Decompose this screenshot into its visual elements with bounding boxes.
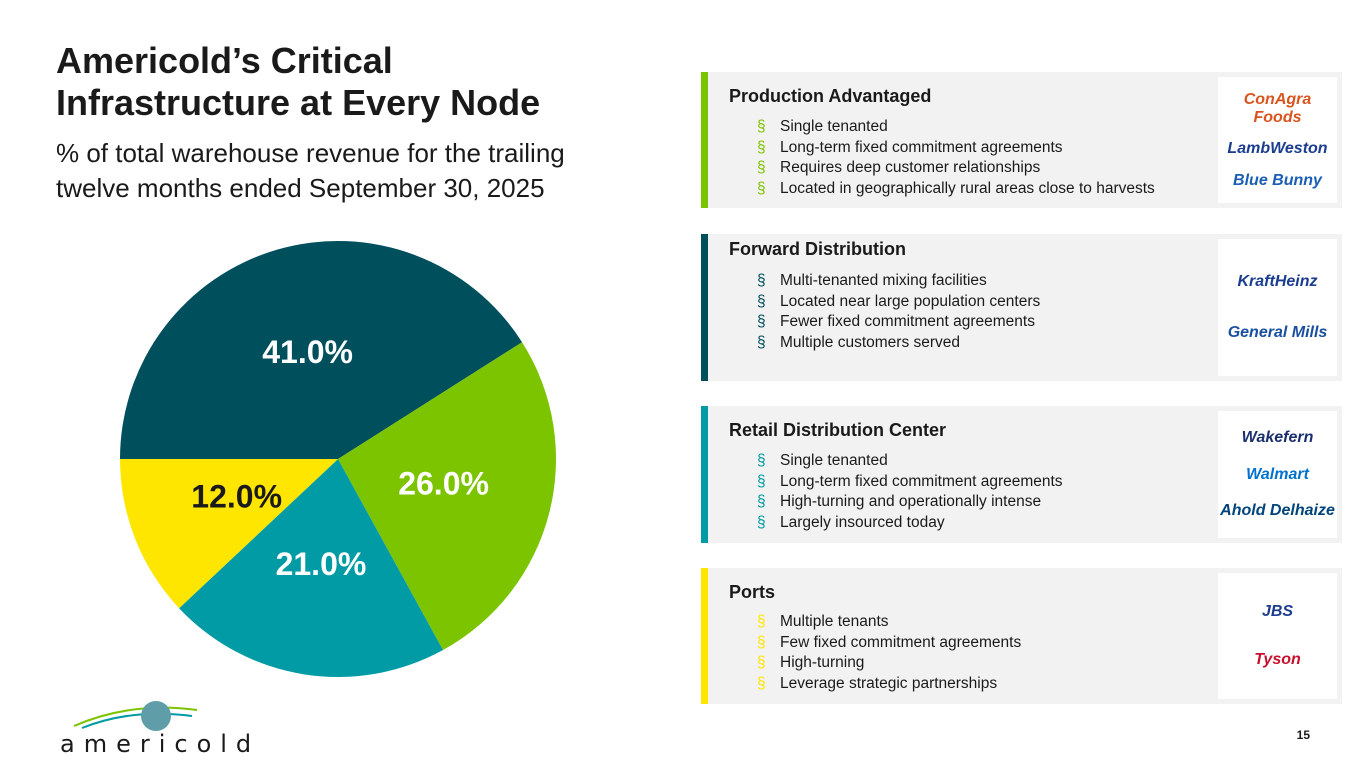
bullet-marker: § xyxy=(757,333,766,351)
slice-label: 26.0% xyxy=(398,466,489,502)
bullet-item: § Few fixed commitment agreements xyxy=(757,634,1021,652)
bullet-text: High-turning xyxy=(780,654,865,671)
bullet-text: Long-term fixed commitment agreements xyxy=(780,138,1063,156)
bullet-marker: § xyxy=(757,159,766,176)
bullet-text: High-turning and operationally intense xyxy=(780,493,1042,510)
bullet-text: Requires deep customer relationships xyxy=(780,159,1041,176)
bullet-marker: § xyxy=(757,613,766,630)
bullet-marker: § xyxy=(757,138,766,156)
bullet-marker: § xyxy=(757,654,766,671)
panel: Ports § Multiple tenants § Few fixed commitm… xyxy=(701,568,1342,704)
bullet-marker: § xyxy=(757,633,766,651)
bullet-item: § Single tenanted xyxy=(757,452,888,470)
logo-box: KraftHeinz General Mills xyxy=(1218,239,1337,376)
bullet-text: Fewer fixed commitment agreements xyxy=(780,313,1035,330)
bullet-text: Long-term fixed commitment agreements xyxy=(780,472,1063,490)
bullet-item: § Largely insourced today xyxy=(757,514,945,532)
logo-box: JBS Tyson xyxy=(1218,573,1337,699)
bullet-marker: § xyxy=(757,292,766,310)
bullet-item: § Located in geographically rural areas c… xyxy=(757,180,1155,198)
bullet-marker: § xyxy=(757,313,766,330)
panel-accent xyxy=(701,406,708,543)
bullet-marker: § xyxy=(757,513,766,531)
bullet-text: Multi-tenanted mixing facilities xyxy=(780,272,987,289)
slice-label: 41.0% xyxy=(262,334,353,370)
logo-box: Wakefern Walmart Ahold Delhaize xyxy=(1218,411,1337,538)
bullet-item: § Requires deep customer relationships xyxy=(757,159,1040,177)
bullet-text: Single tenanted xyxy=(780,452,888,469)
bullet-marker: § xyxy=(757,272,766,289)
bullet-text: Largely insourced today xyxy=(780,513,945,531)
pie-slice xyxy=(338,342,556,651)
slide-title: Americold’s Critical Infrastructure at E… xyxy=(56,40,541,123)
pie-slice xyxy=(120,459,338,609)
bullet-text: Located in geographically rural areas cl… xyxy=(780,179,1155,197)
bullet-item: § Single tenanted xyxy=(757,118,888,136)
customer-logo: Walmart xyxy=(1246,465,1309,483)
customer-logo: Wakefern xyxy=(1241,429,1314,447)
panel: Retail Distribution Center § Single tenant… xyxy=(701,406,1342,543)
customer-logo: Tyson xyxy=(1254,651,1301,668)
brand-logo: americold xyxy=(60,730,261,758)
bullet-item: § High-turning and operationally intense xyxy=(757,493,1041,511)
panel: Production Advantaged § Single tenanted § Lo… xyxy=(701,72,1342,208)
bullet-marker: § xyxy=(757,118,766,135)
bullet-marker: § xyxy=(757,493,766,510)
pie-slice xyxy=(120,240,523,459)
panel-title: Ports xyxy=(729,582,776,602)
panel-accent xyxy=(701,234,708,381)
bullet-text: Multiple customers served xyxy=(780,333,961,351)
customer-logo: ConAgra Foods xyxy=(1243,90,1312,126)
customer-logo: General Mills xyxy=(1227,324,1328,342)
slide-subtitle: % of total warehouse revenue for the tra… xyxy=(56,138,565,203)
pie-slice xyxy=(179,459,444,677)
bullet-marker: § xyxy=(757,472,766,490)
bullet-item: § Long-term fixed commitment agreements xyxy=(757,473,1063,491)
bullet-text: Located near large population centers xyxy=(780,292,1041,310)
panel-title: Production Advantaged xyxy=(729,86,932,106)
bullet-item: § Located near large population centers xyxy=(757,293,1040,311)
bullet-item: § Multiple tenants xyxy=(757,613,889,631)
bullet-item: § Fewer fixed commitment agreements xyxy=(757,313,1035,331)
slice-label: 21.0% xyxy=(276,546,367,582)
bullet-item: § Multi-tenanted mixing facilities xyxy=(757,272,987,290)
panel-title: Forward Distribution xyxy=(729,239,906,259)
customer-logo: LambWeston xyxy=(1227,140,1328,157)
bullet-text: Few fixed commitment agreements xyxy=(780,633,1022,651)
bullet-marker: § xyxy=(757,179,766,197)
bullet-text: Single tenanted xyxy=(780,118,888,135)
customer-logo: KraftHeinz xyxy=(1237,272,1318,290)
bullet-item: § Multiple customers served xyxy=(757,334,960,352)
customer-logo: JBS xyxy=(1261,603,1294,620)
bullet-item: § Leverage strategic partnerships xyxy=(757,675,997,693)
panel-accent xyxy=(701,568,708,704)
customer-logo: Blue Bunny xyxy=(1233,171,1322,189)
bullet-text: Leverage strategic partnerships xyxy=(780,674,998,692)
bullet-item: § High-turning xyxy=(757,654,864,672)
panel-title: Retail Distribution Center xyxy=(729,420,947,440)
bullet-marker: § xyxy=(757,674,766,692)
bullet-marker: § xyxy=(757,452,766,469)
logo-box: ConAgra Foods LambWeston Blue Bunny xyxy=(1218,77,1337,203)
slice-label: 12.0% xyxy=(191,479,282,515)
panel-accent xyxy=(701,72,708,208)
panel: Forward Distribution § Multi-tenanted mixi… xyxy=(701,234,1342,381)
bullet-item: § Long-term fixed commitment agreements xyxy=(757,139,1063,157)
page-number: 15 xyxy=(1296,728,1310,742)
pie-chart: 41.0% 26.0% 21.0% 12.0% xyxy=(120,240,556,677)
bullet-text: Multiple tenants xyxy=(780,613,889,630)
customer-logo: Ahold Delhaize xyxy=(1220,501,1335,519)
brand-swoosh xyxy=(73,701,198,731)
